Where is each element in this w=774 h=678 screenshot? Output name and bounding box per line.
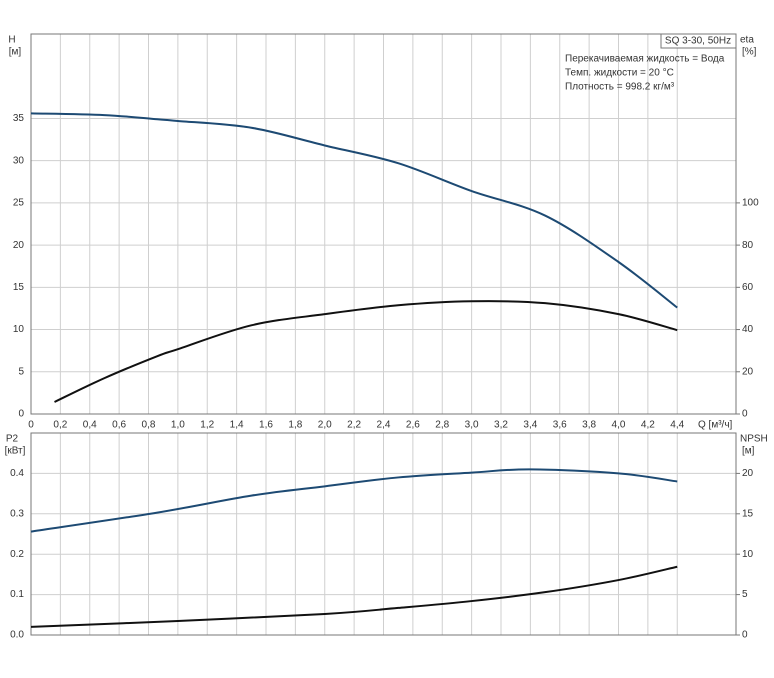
x-tick-label: 4,4 <box>670 420 684 431</box>
y2-tick-label: 10 <box>742 549 754 560</box>
annotation: Плотность = 998.2 кг/м³ <box>565 82 675 93</box>
y-tick-label: 35 <box>13 113 25 124</box>
y2-axis-label: eta <box>740 35 754 46</box>
y2-tick-label: 60 <box>742 282 754 293</box>
x-tick-label: 0,8 <box>142 420 156 431</box>
y-tick-label: 10 <box>13 324 25 335</box>
y2-tick-label: 40 <box>742 324 754 335</box>
y-tick-label: 0 <box>18 409 24 420</box>
y2-tick-label: 20 <box>742 468 754 479</box>
x-tick-label: 1,2 <box>200 420 214 431</box>
x-tick-label: 1,4 <box>230 420 244 431</box>
y-tick-label: 30 <box>13 155 25 166</box>
annotation: Перекачиваемая жидкость = Вода <box>565 54 725 65</box>
y2-tick-label: 5 <box>742 589 748 600</box>
y2-tick-label: 15 <box>742 508 754 519</box>
x-tick-label: 1,0 <box>171 420 185 431</box>
y-tick-label: 5 <box>18 366 24 377</box>
y2-axis-unit: [%] <box>742 47 757 58</box>
y2-tick-label: 0 <box>742 630 748 641</box>
x-tick-label: 3,4 <box>523 420 537 431</box>
x-tick-label: 0,2 <box>53 420 67 431</box>
x-tick-label: 4,0 <box>612 420 626 431</box>
curve <box>30 468 678 533</box>
x-tick-label: 2,0 <box>318 420 332 431</box>
x-tick-label: 3,0 <box>465 420 479 431</box>
y-tick-label: 0.2 <box>10 549 24 560</box>
y-tick-label: 0.3 <box>10 508 24 519</box>
x-tick-label: 4,2 <box>641 420 655 431</box>
y2-tick-label: 80 <box>742 240 754 251</box>
annotation: Темп. жидкости = 20 °C <box>565 68 674 79</box>
x-tick-label: 3,6 <box>553 420 567 431</box>
y-axis-label: P2 <box>6 434 19 445</box>
model-box <box>660 33 737 49</box>
curve <box>54 300 678 403</box>
plot-frame <box>30 33 737 415</box>
y2-axis-label: NPSH <box>740 434 768 445</box>
x-tick-label: 0 <box>28 420 34 431</box>
y-tick-label: 0.1 <box>10 589 24 600</box>
y-tick-label: 0.4 <box>10 468 24 479</box>
curve <box>30 112 678 309</box>
y-tick-label: 15 <box>13 282 25 293</box>
y2-tick-label: 20 <box>742 366 754 377</box>
x-tick-label: 0,4 <box>83 420 97 431</box>
x-tick-label: 2,8 <box>435 420 449 431</box>
x-tick-label: 3,2 <box>494 420 508 431</box>
y2-axis-unit: [м] <box>742 446 755 457</box>
y-tick-label: 0.0 <box>10 630 24 641</box>
y-tick-label: 20 <box>13 240 25 251</box>
curve <box>30 565 678 628</box>
model-label: SQ 3-30, 50Hz <box>665 36 731 47</box>
x-tick-label: 3,8 <box>582 420 596 431</box>
y2-tick-label: 0 <box>742 409 748 420</box>
x-tick-label: 2,2 <box>347 420 361 431</box>
y-tick-label: 25 <box>13 198 25 209</box>
x-tick-label: 1,6 <box>259 420 273 431</box>
x-tick-label: 2,6 <box>406 420 420 431</box>
plot-frame <box>30 432 737 636</box>
x-tick-label: 2,4 <box>377 420 391 431</box>
y2-tick-label: 100 <box>742 198 759 209</box>
x-tick-label: 0,6 <box>112 420 126 431</box>
x-tick-label: 1,8 <box>288 420 302 431</box>
y-axis-unit: [м] <box>9 47 22 58</box>
y-axis-label: H <box>8 35 15 46</box>
y-axis-unit: [кВт] <box>5 446 26 457</box>
x-axis-label: Q [м³/ч] <box>698 420 733 431</box>
